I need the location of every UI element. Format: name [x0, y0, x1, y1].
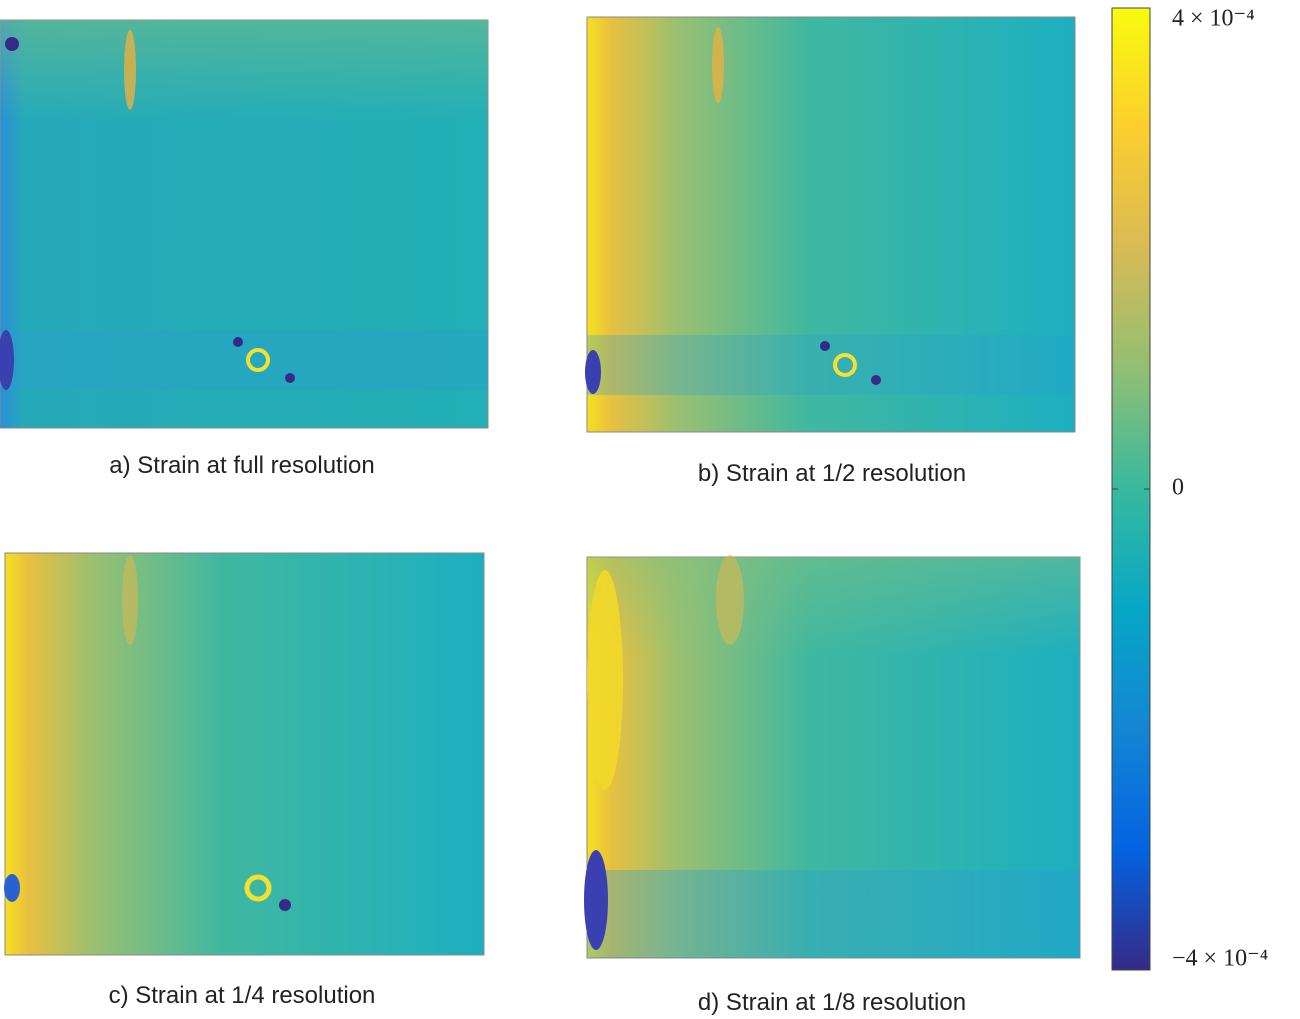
colorbar-tick-label: 4 × 10⁻⁴	[1172, 6, 1255, 32]
heatmap-c	[4, 552, 485, 956]
heatmap-a	[0, 19, 489, 429]
caption: c) Strain at 1/4 resolution	[108, 982, 376, 1009]
heatmap-d	[584, 555, 1081, 959]
colorbar-tick-label: 0	[1172, 475, 1184, 501]
caption: a) Strain at full resolution	[109, 452, 375, 479]
heatmap-b	[585, 16, 1076, 433]
caption: b) Strain at 1/2 resolution	[697, 460, 967, 487]
colorbar-tick-label: −4 × 10⁻⁴	[1172, 946, 1268, 972]
caption: d) Strain at 1/8 resolution	[697, 989, 967, 1016]
